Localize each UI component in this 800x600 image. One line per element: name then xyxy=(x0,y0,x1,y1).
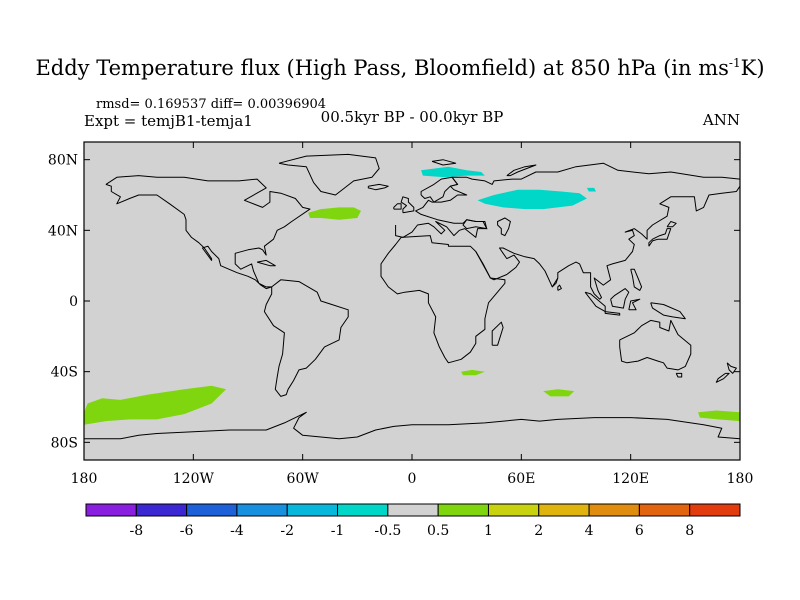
colorbar-label: -4 xyxy=(230,523,244,539)
colorbar-swatch xyxy=(437,503,489,517)
colorbar-label: 2 xyxy=(534,523,543,539)
coastline-sri-lanka xyxy=(557,284,562,291)
plot-title: Eddy Temperature flux (High Pass, Bloomf… xyxy=(0,56,800,80)
season-label: ANN xyxy=(702,111,740,129)
coastline-novaya-zemlya xyxy=(506,164,537,177)
experiment-label: Expt = temjB1-temja1 xyxy=(84,112,253,130)
coastline-philippines xyxy=(630,268,643,291)
title-superscript: -1 xyxy=(728,56,741,70)
title-end: K) xyxy=(740,56,765,80)
coastline-japan xyxy=(648,228,672,247)
colorbar-swatch xyxy=(387,503,439,517)
coastline-greenland xyxy=(278,153,380,196)
colorbar-label: 6 xyxy=(635,523,644,539)
colorbar-label: 1 xyxy=(484,523,493,539)
y-axis-label: 40N xyxy=(48,223,78,239)
anomaly-region-north-atlantic xyxy=(308,207,361,220)
colorbar-swatch xyxy=(186,503,238,517)
coastline-africa xyxy=(380,235,506,364)
colorbar-swatch xyxy=(588,503,640,517)
coastline-hokkaido xyxy=(666,221,677,228)
x-axis-label: 0 xyxy=(408,471,417,487)
colorbar-swatch xyxy=(236,503,288,517)
x-axis-label: 120W xyxy=(173,471,215,487)
colorbar-swatch xyxy=(487,503,540,517)
lake-black-sea xyxy=(462,219,488,230)
anomaly-region-south-indian-east xyxy=(543,389,575,397)
colorbar-swatch xyxy=(689,503,741,517)
coastline-antarctica xyxy=(84,411,740,440)
coastline-europe xyxy=(395,162,740,238)
coastline-ireland xyxy=(393,203,402,210)
colorbar-swatch xyxy=(638,503,691,517)
anomaly-region-east-siberia xyxy=(586,187,596,192)
x-axis-label: 60W xyxy=(287,471,320,487)
x-axis-label: 120E xyxy=(612,471,649,487)
coastline-cuba xyxy=(256,259,276,267)
anomaly-region-south-tasman xyxy=(698,410,740,422)
colorbar-label: 8 xyxy=(685,523,694,539)
colorbar-swatch xyxy=(337,503,389,517)
coastline-arabia-asia xyxy=(475,185,740,300)
coastline-madagascar xyxy=(491,321,504,346)
y-axis-label: 80N xyxy=(48,153,78,169)
coastline-borneo xyxy=(610,288,630,309)
colorbar-swatch xyxy=(286,503,339,517)
y-axis-label: 0 xyxy=(69,294,78,310)
colorbar-swatch xyxy=(135,503,188,517)
anomaly-region-siberia xyxy=(477,189,587,210)
colorbar-label: -6 xyxy=(180,523,194,539)
colorbar-label: -2 xyxy=(280,523,294,539)
y-axis-label: 80S xyxy=(51,435,78,451)
anomaly-region-south-pacific xyxy=(84,385,227,425)
colorbar-swatch xyxy=(538,503,590,517)
coastline-south-america xyxy=(263,279,349,397)
map-content xyxy=(84,153,740,440)
y-axis-label: 40S xyxy=(51,365,78,381)
x-axis-label: 180 xyxy=(727,471,754,487)
colorbar-label: -1 xyxy=(331,523,345,539)
coastline-new-zealand-north xyxy=(726,362,737,374)
lake-caspian-sea xyxy=(497,217,511,237)
colorbar-label: 0.5 xyxy=(427,523,449,539)
coastline-iceland xyxy=(367,183,389,191)
coastline-north-america xyxy=(105,175,311,290)
period-label: 00.5kyr BP - 00.0kyr BP xyxy=(320,108,504,126)
x-axis-label: 180 xyxy=(71,471,98,487)
colorbar-label: -0.5 xyxy=(374,523,401,539)
colorbar-label: 4 xyxy=(585,523,594,539)
title-main: Eddy Temperature flux (High Pass, Bloomf… xyxy=(35,56,729,80)
colorbar: -8 -6 -4 -2 -1 -0.5 0.5 1 2 4 6 8 xyxy=(85,503,741,539)
coastline-australia xyxy=(619,319,692,371)
coastline-new-zealand-south xyxy=(715,372,730,383)
coastline-svalbard xyxy=(431,159,457,166)
anomaly-region-scandinavia xyxy=(421,166,485,178)
colorbar-swatch xyxy=(85,503,137,517)
colorbar-label: -8 xyxy=(129,523,143,539)
stats-label: rmsd= 0.169537 diff= 0.00396904 xyxy=(96,97,327,112)
coastline-tasmania xyxy=(675,372,683,378)
coastline-scandinavia xyxy=(420,176,459,203)
coastline-java xyxy=(604,311,621,316)
coastline-new-guinea xyxy=(650,302,686,320)
map-layer: 80N 40N 0 40S 80S 180 120W 60W 0 60E 120E 180 xyxy=(48,141,754,487)
x-axis-label: 60E xyxy=(507,471,535,487)
anomaly-region-south-indian-west xyxy=(461,369,485,376)
coastline-sumatra xyxy=(584,291,606,313)
coastline-british-isles xyxy=(400,196,415,214)
coastline-india-east xyxy=(551,277,559,288)
coastline-sulawesi xyxy=(628,298,641,311)
